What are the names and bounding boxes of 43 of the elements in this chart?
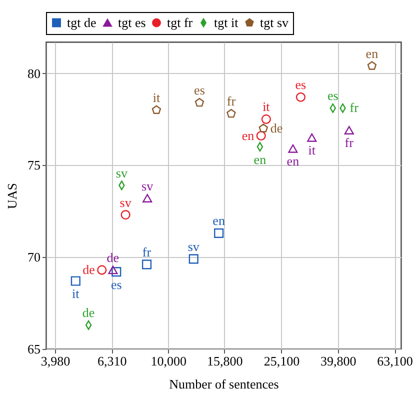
y-tick-label: 75 — [28, 158, 40, 173]
data-label: it — [152, 90, 160, 106]
y-axis-title: UAS — [4, 182, 20, 210]
data-label: sv — [116, 165, 128, 180]
data-label: en — [366, 46, 379, 61]
data-label: it — [308, 142, 316, 158]
data-label: de — [82, 305, 95, 320]
x-tick-label: 6,310 — [97, 354, 127, 368]
data-label: fr — [142, 244, 152, 260]
data-label: it — [72, 286, 80, 301]
data-label: en — [254, 152, 267, 167]
x-tick-label: 25,100 — [264, 354, 300, 368]
data-label: sv — [188, 238, 200, 254]
data-label: it — [262, 99, 270, 114]
data-label: sv — [120, 194, 132, 210]
data-label: en — [286, 154, 300, 169]
legend-label: tgt es — [118, 14, 146, 30]
x-axis-title: Number of sentences — [169, 376, 279, 392]
data-label: en — [212, 213, 226, 228]
data-label: es — [327, 88, 338, 104]
data-label: es — [110, 276, 122, 292]
legend-label: tgt it — [214, 14, 239, 30]
data-label: en — [242, 128, 255, 143]
x-tick-label: 63,100 — [377, 354, 413, 368]
x-tick-label: 39,800 — [320, 354, 356, 368]
data-label: de — [106, 250, 120, 265]
data-label: fr — [344, 135, 354, 150]
data-label: de — [270, 120, 283, 136]
data-label: de — [82, 262, 96, 277]
legend-label: tgt sv — [260, 14, 290, 30]
data-label: fr — [226, 94, 236, 109]
legend-label: tgt fr — [167, 14, 194, 30]
y-tick-label: 65 — [28, 342, 40, 356]
y-tick-label: 70 — [28, 250, 40, 265]
x-tick-label: 3,980 — [40, 354, 70, 368]
x-tick-label: 10,000 — [150, 354, 187, 368]
x-tick-label: 15,800 — [207, 354, 243, 368]
data-label: sv — [142, 178, 154, 194]
data-label: fr — [350, 100, 360, 116]
y-tick-label: 80 — [28, 66, 40, 81]
data-label: es — [295, 77, 306, 92]
data-label: es — [194, 82, 205, 98]
legend-label: tgt de — [67, 14, 96, 30]
